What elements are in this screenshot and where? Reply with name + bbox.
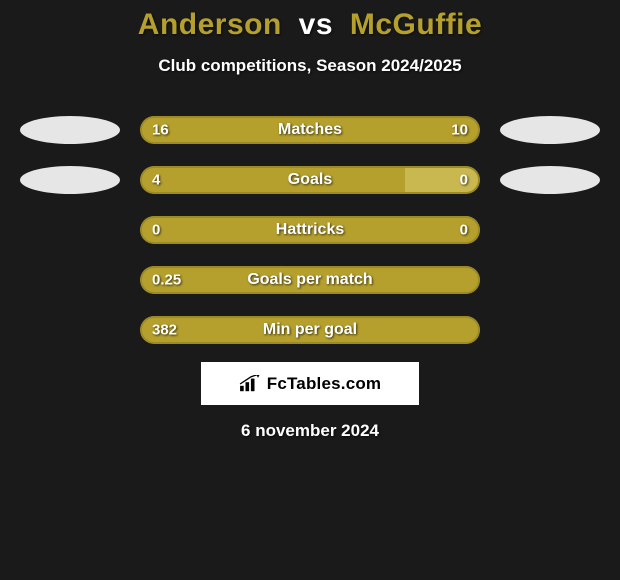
stat-value-right: 0	[460, 222, 468, 239]
stat-row: 4 Goals 0	[0, 166, 620, 194]
subtitle: Club competitions, Season 2024/2025	[0, 56, 620, 76]
stat-bar: 16 Matches 10	[140, 116, 480, 144]
bar-chart-icon	[239, 375, 261, 393]
stat-label: Goals per match	[247, 271, 372, 289]
stat-value-left: 16	[152, 122, 169, 139]
stat-bar: 0 Hattricks 0	[140, 216, 480, 244]
player1-badge	[20, 116, 120, 144]
stat-label: Min per goal	[263, 321, 357, 339]
stat-row: 0.25 Goals per match	[0, 266, 620, 294]
stat-value-left: 0.25	[152, 272, 181, 289]
player1-name: Anderson	[138, 8, 282, 41]
stat-value-left: 4	[152, 172, 160, 189]
bar-right-segment	[405, 166, 480, 194]
player1-badge	[20, 166, 120, 194]
bar-left-segment	[140, 166, 405, 194]
stat-row: 0 Hattricks 0	[0, 216, 620, 244]
player2-badge	[500, 116, 600, 144]
stat-value-left: 0	[152, 222, 160, 239]
stat-label: Matches	[278, 121, 342, 139]
comparison-infographic: Anderson vs McGuffie Club competitions, …	[0, 0, 620, 441]
stat-bar: 4 Goals 0	[140, 166, 480, 194]
stat-row: 16 Matches 10	[0, 116, 620, 144]
stat-value-right: 0	[460, 172, 468, 189]
stat-label: Hattricks	[276, 221, 344, 239]
vs-separator: vs	[299, 8, 333, 41]
stat-value-right: 10	[451, 122, 468, 139]
stat-row: 382 Min per goal	[0, 316, 620, 344]
stat-rows-container: 16 Matches 10 4 Goals 0 0 Hattricks 0 0.25 Goals p…	[0, 116, 620, 344]
stat-label: Goals	[288, 171, 332, 189]
player2-name: McGuffie	[350, 8, 482, 41]
page-title: Anderson vs McGuffie	[0, 8, 620, 42]
brand-text: FcTables.com	[267, 374, 382, 394]
stat-value-left: 382	[152, 322, 177, 339]
brand-badge: FcTables.com	[201, 362, 419, 405]
player2-badge	[500, 166, 600, 194]
stat-bar: 0.25 Goals per match	[140, 266, 480, 294]
stat-bar: 382 Min per goal	[140, 316, 480, 344]
date-label: 6 november 2024	[0, 421, 620, 441]
